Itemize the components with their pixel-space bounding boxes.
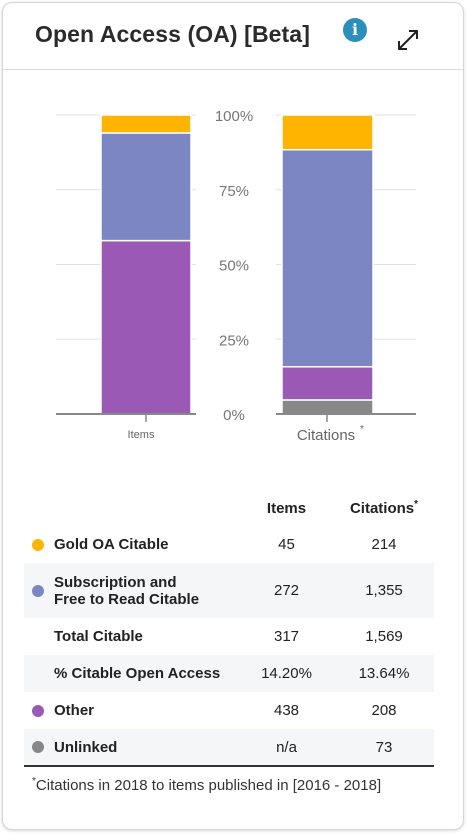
x-category-label: Citations bbox=[297, 427, 355, 444]
subscription-dot bbox=[32, 584, 44, 597]
row-items: n/a bbox=[239, 729, 334, 767]
table-header-row: Items Citations* bbox=[24, 490, 434, 526]
row-citations: 214 bbox=[371, 536, 397, 553]
table-row-total: Total Citable 317 1,569 bbox=[24, 618, 434, 655]
bar-segment bbox=[281, 399, 374, 415]
table-row-unlinked: Unlinked n/a 73 bbox=[24, 729, 434, 767]
bar-segment bbox=[100, 239, 192, 415]
oa-table: Items Citations* Gold OA Citable 45 214 … bbox=[24, 490, 434, 767]
bar-segment bbox=[281, 366, 374, 401]
y-tick-label: 0% bbox=[223, 407, 245, 424]
bar-segment bbox=[281, 114, 374, 151]
y-tick-label: 100% bbox=[215, 108, 253, 125]
row-label: Unlinked bbox=[54, 738, 118, 756]
row-label-line2: Free to Read Citable bbox=[54, 590, 200, 608]
x-category-mark: * bbox=[360, 424, 364, 435]
x-category-label: Items bbox=[128, 429, 155, 441]
info-icon[interactable]: i bbox=[343, 18, 367, 42]
other-dot bbox=[32, 704, 44, 717]
bar-segment bbox=[100, 114, 192, 134]
table-row-subscription: Subscription and Free to Read Citable 272… bbox=[24, 563, 434, 618]
bar-segment bbox=[100, 132, 192, 242]
footnote-text: Citations in 2018 to items published in … bbox=[35, 777, 382, 794]
row-citations: 1,355 bbox=[334, 563, 434, 618]
table-row-other: Other 438 208 bbox=[24, 692, 434, 729]
table-row-gold: Gold OA Citable 45 214 bbox=[24, 526, 434, 563]
footnote: *Citations in 2018 to items published in… bbox=[32, 772, 412, 796]
y-tick-label: 50% bbox=[219, 258, 249, 275]
card-header: Open Access (OA) [Beta] i bbox=[3, 3, 463, 70]
table-row-percent-oa: % Citable Open Access 14.20% 13.64% bbox=[24, 655, 434, 692]
header-items: Items bbox=[266, 499, 307, 517]
y-tick-label: 25% bbox=[219, 332, 249, 349]
bar-segment bbox=[281, 148, 374, 368]
row-label: Total Citable bbox=[54, 628, 143, 645]
expand-arrows-icon[interactable] bbox=[395, 27, 421, 53]
header-label bbox=[24, 490, 239, 526]
unlinked-dot bbox=[32, 741, 44, 753]
row-label: Gold OA Citable bbox=[54, 536, 169, 553]
row-citations: 13.64% bbox=[334, 655, 434, 692]
row-items: 272 bbox=[239, 563, 334, 618]
row-label: Other bbox=[54, 702, 95, 719]
row-citations: 73 bbox=[334, 729, 434, 767]
card-title: Open Access (OA) [Beta] bbox=[35, 21, 310, 47]
row-label: % Citable Open Access bbox=[24, 655, 239, 692]
footnote-mark: * bbox=[32, 776, 36, 787]
row-items: 438 bbox=[273, 702, 300, 719]
gold-dot bbox=[32, 538, 44, 551]
row-citations: 208 bbox=[371, 702, 397, 719]
row-items: 45 bbox=[278, 536, 295, 553]
row-citations: 1,569 bbox=[365, 628, 403, 645]
y-tick-label: 75% bbox=[219, 183, 249, 200]
row-items: 14.20% bbox=[239, 655, 334, 692]
row-items: 317 bbox=[273, 628, 300, 645]
header-citations: Citations* bbox=[349, 499, 419, 517]
oa-stacked-bar-chart: 100% 75% 50% 25% 0% Items Citations * bbox=[56, 108, 416, 444]
row-label-line1: Subscription and bbox=[54, 573, 177, 591]
